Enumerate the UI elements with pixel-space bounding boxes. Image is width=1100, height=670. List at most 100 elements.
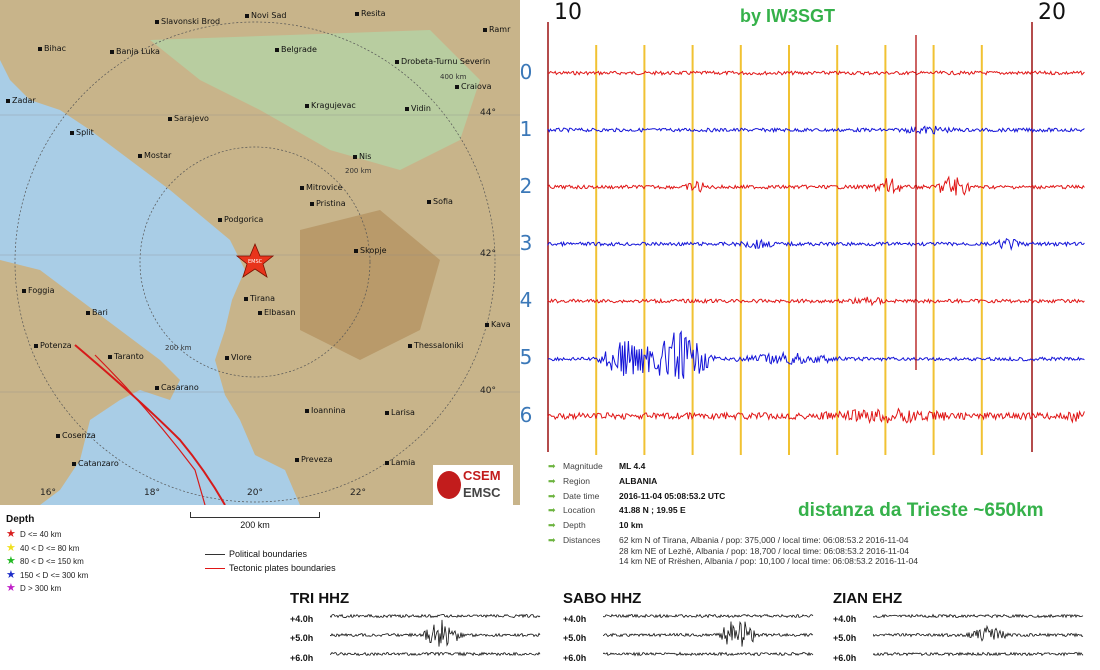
ring-label: 200 km xyxy=(165,344,192,352)
station-trace-row xyxy=(330,619,541,647)
channel-label: 4 xyxy=(519,288,533,312)
city-label: Cosenza xyxy=(56,431,96,440)
channel-label: 5 xyxy=(519,345,533,369)
latitude-label: 42° xyxy=(480,249,496,259)
station-trace-row xyxy=(873,651,1084,657)
info-value: 2016-11-04 05:08:53.2 UTC xyxy=(619,490,726,501)
city-label: Craiova xyxy=(455,82,492,91)
depth-legend: Depth ★ D <= 40 km ★ 40 < D <= 80 km ★ 80 <… xyxy=(6,514,166,596)
legend-item: ★ D <= 40 km xyxy=(6,528,166,542)
seismic-trace-channel-3 xyxy=(547,238,1085,251)
city-label: Ramr xyxy=(483,25,510,34)
info-row-date: ➡ Date time 2016-11-04 05:08:53.2 UTC xyxy=(548,491,998,506)
arrow-icon: ➡ xyxy=(548,475,556,486)
arrow-icon: ➡ xyxy=(548,520,556,531)
city-label: Thessaloniki xyxy=(408,341,463,350)
channel-label: 6 xyxy=(519,403,533,427)
station-row-label: +5.0h xyxy=(833,633,857,643)
logo-text: CSEM xyxy=(463,468,501,483)
city-label: Zadar xyxy=(6,96,36,105)
star-icon: ★ xyxy=(6,555,16,567)
epicenter-label: EMSC xyxy=(248,259,263,265)
city-label: Potenza xyxy=(34,341,72,350)
star-icon: ★ xyxy=(6,528,16,540)
legend-label: 80 < D <= 150 km xyxy=(20,557,84,566)
ring-200km xyxy=(139,146,371,378)
station-row-label: +4.0h xyxy=(563,614,587,624)
city-label: Vidin xyxy=(405,104,431,113)
seismic-trace-channel-4 xyxy=(547,296,1085,307)
seismic-trace-channel-6 xyxy=(547,407,1085,425)
station-name: ZIAN EHZ xyxy=(833,590,903,607)
city-label: Lamia xyxy=(385,458,415,467)
arrow-icon: ➡ xyxy=(548,461,556,471)
scale-bar: 200 km xyxy=(190,512,320,530)
star-icon: ★ xyxy=(6,541,16,554)
station-row-label: +4.0h xyxy=(290,614,314,624)
longitude-label: 18° xyxy=(144,488,160,498)
scale-bar-line xyxy=(190,512,320,518)
ring-label: 400 km xyxy=(440,73,467,81)
info-label: Date time xyxy=(563,490,600,501)
info-value: ML 4.4 xyxy=(619,461,646,471)
station-name: SABO HHZ xyxy=(563,590,642,607)
city-label: Elbasan xyxy=(258,308,295,317)
station-row-label: +5.0h xyxy=(290,633,314,643)
distance-item: 28 km NE of Lezhë, Albania / pop: 18,700… xyxy=(619,545,909,556)
emsc-logo: CSEM EMSC xyxy=(433,465,513,505)
station-row-label: +6.0h xyxy=(833,653,857,663)
info-value: 10 km xyxy=(619,520,644,531)
station-trace-row xyxy=(873,624,1084,642)
station-trace-row xyxy=(603,613,814,619)
station-trace xyxy=(330,613,541,657)
star-icon: ★ xyxy=(6,568,16,581)
station-zian: ZIAN EHZ +4.0h +5.0h +6.0h xyxy=(833,590,1093,670)
legend-swatch xyxy=(205,554,225,556)
info-label: Magnitude xyxy=(563,461,603,471)
city-label: Tirana xyxy=(244,294,275,303)
station-trace xyxy=(873,613,1084,657)
city-label: Foggia xyxy=(22,286,55,295)
channel-label: 0 xyxy=(519,60,533,84)
legend-label: Tectonic plates boundaries xyxy=(229,563,336,573)
info-label: Depth xyxy=(563,520,586,531)
star-icon: ★ xyxy=(6,582,16,594)
mountains xyxy=(300,210,440,360)
station-row-label: +4.0h xyxy=(833,614,857,624)
legend-item: ★ 150 < D <= 300 km xyxy=(6,569,166,583)
city-label: Nis xyxy=(353,152,371,161)
tectonic-boundary xyxy=(74,344,226,505)
city-label: Catanzaro xyxy=(72,459,119,468)
city-label: Novi Sad xyxy=(245,11,286,20)
legend-label: 150 < D <= 300 km xyxy=(20,570,89,580)
city-label: Belgrade xyxy=(275,45,317,54)
seismic-trace-channel-1 xyxy=(547,125,1085,135)
channel-label: 2 xyxy=(519,174,533,198)
logo-text: EMSC xyxy=(463,485,501,500)
legend-item: Political boundaries xyxy=(205,547,336,561)
info-value: 41.88 N ; 19.95 E xyxy=(619,505,686,516)
info-row-distances: ➡ Distances xyxy=(548,535,998,550)
info-row-magnitude: ➡ Magnitude ML 4.4 xyxy=(548,461,998,476)
epicenter-star-icon[interactable] xyxy=(235,242,275,278)
city-label: Drobeta-Turnu Severin xyxy=(395,57,490,66)
info-label: Distances xyxy=(563,534,601,545)
city-label: Mostar xyxy=(138,151,171,160)
legend-item: ★ 80 < D <= 150 km xyxy=(6,555,166,569)
longitude-label: 16° xyxy=(40,488,56,498)
station-sabo: SABO HHZ +4.0h +5.0h +6.0h xyxy=(563,590,823,670)
distance-note: distanza da Trieste ~650km xyxy=(798,500,1044,521)
distance-item: 62 km N of Tirana, Albania / pop: 375,00… xyxy=(619,535,909,545)
legend-label: 40 < D <= 80 km xyxy=(20,543,80,553)
info-label: Location xyxy=(563,505,596,516)
time-start-label: 10 xyxy=(554,0,582,25)
legend-swatch xyxy=(205,568,225,570)
station-trace-row xyxy=(603,651,814,657)
city-label: Larisa xyxy=(385,408,415,417)
arrow-icon: ➡ xyxy=(548,534,556,545)
city-label: Podgorica xyxy=(218,215,263,224)
city-label: Resita xyxy=(355,9,386,18)
seismic-trace-channel-0 xyxy=(547,70,1085,76)
legend-label: D > 300 km xyxy=(20,584,62,593)
legend-label: D <= 40 km xyxy=(20,530,62,539)
